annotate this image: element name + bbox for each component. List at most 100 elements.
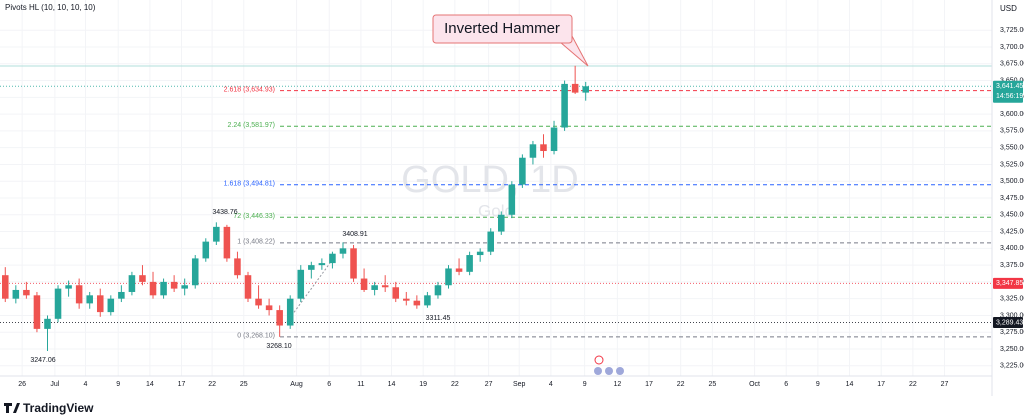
candle-body (466, 255, 473, 272)
candle-body (550, 127, 558, 152)
pivot-label: 3268.10 (266, 343, 291, 350)
y-tick-label: 3,225.00 (1000, 363, 1024, 370)
candle-body (244, 275, 252, 299)
candle-body (424, 295, 431, 306)
candle-body (44, 318, 51, 329)
candle-body (202, 241, 210, 259)
y-tick-label: 3,425.00 (1000, 228, 1024, 235)
candle-body (170, 281, 178, 289)
candle-body (487, 231, 494, 252)
y-tick-label: 3,675.00 (1000, 61, 1024, 68)
x-tick-label: 9 (116, 381, 120, 388)
price-badge (993, 317, 1023, 329)
countdown: 14:56:19 (996, 93, 1023, 100)
y-tick-label: 3,575.00 (1000, 128, 1024, 135)
fib-label: 1.618 (3,494.81) (224, 181, 275, 188)
x-tick-label: 6 (327, 381, 331, 388)
fib-label: 2.24 (3,581.97) (228, 122, 275, 129)
pivot-connector (286, 262, 331, 323)
candle-body (118, 291, 125, 299)
candle-body (234, 258, 241, 276)
x-tick-label: 14 (388, 381, 396, 388)
candle-body (360, 278, 368, 290)
candle-body (86, 295, 93, 304)
currency: USD (1000, 4, 1017, 13)
x-tick-label: 4 (549, 381, 553, 388)
candle-body (12, 289, 20, 299)
x-tick-label: 26 (18, 381, 26, 388)
x-tick-label: 22 (677, 381, 685, 388)
event-icon (594, 355, 604, 365)
candle-body (54, 288, 62, 319)
event-icon (616, 367, 624, 375)
x-tick-label: 22 (909, 381, 917, 388)
pivot-label: 3311.45 (426, 315, 451, 322)
annotation-text: Inverted Hammer (444, 20, 560, 37)
candle-body (529, 144, 537, 158)
event-icon (605, 367, 613, 375)
y-tick-label: 3,325.00 (1000, 296, 1024, 303)
y-tick-label: 3,275.00 (1000, 329, 1024, 336)
fib-label: 72 (3,446.33) (233, 213, 275, 220)
x-tick-label: Jul (50, 381, 59, 388)
pivot-label: 3438.76 (212, 209, 237, 216)
x-tick-label: 17 (178, 381, 186, 388)
candle-body (181, 285, 188, 289)
candle-body (128, 275, 136, 292)
x-tick-label: 6 (784, 381, 788, 388)
annotation: Inverted Hammer (432, 14, 589, 67)
price-badge-label: 3,289.43 (996, 319, 1023, 326)
candle-body (149, 281, 157, 296)
x-tick-label: 9 (583, 381, 587, 388)
y-tick-label: 3,550.00 (1000, 145, 1024, 152)
x-tick-label: 11 (357, 381, 364, 388)
x-tick-label: 22 (451, 381, 459, 388)
candle-body (403, 298, 410, 301)
candle-body (2, 275, 9, 299)
candle-body (213, 226, 220, 242)
x-tick-label: Aug (290, 381, 303, 388)
event-icon (594, 367, 602, 375)
candle-body (308, 265, 315, 270)
fib-label: 2.618 (3,634.93) (224, 87, 275, 94)
candle-body (139, 275, 146, 282)
annotation-box (432, 14, 573, 44)
y-tick-label: 3,600.00 (1000, 111, 1024, 118)
brand-logo (4, 403, 20, 413)
brand: TradingView (4, 401, 94, 415)
x-tick-label: 27 (485, 381, 493, 388)
candle-body (65, 285, 72, 289)
candle-body (571, 83, 579, 93)
x-tick-label: 9 (816, 381, 820, 388)
candle-body (318, 263, 326, 266)
candle-body (381, 285, 389, 288)
candle-body (191, 258, 199, 286)
candle-body (508, 184, 516, 215)
x-tick-label: 17 (645, 381, 653, 388)
candle-body (160, 281, 167, 296)
candle-body (286, 298, 294, 326)
candle-body (445, 268, 452, 286)
price-badge (993, 80, 1023, 103)
price-badge (993, 277, 1023, 289)
brand-name: TradingView (23, 401, 94, 415)
x-tick-label: 4 (84, 381, 88, 388)
grid (0, 0, 992, 376)
candle-body (519, 157, 526, 185)
candle-body (276, 310, 283, 326)
event-icons (594, 355, 624, 375)
candle-body (455, 268, 463, 272)
x-tick-label: 14 (146, 381, 154, 388)
candle-body (434, 285, 442, 296)
pivot-label: 3408.91 (342, 231, 367, 238)
y-tick-label: 3,525.00 (1000, 161, 1024, 168)
y-tick-label: 3,700.00 (1000, 44, 1024, 51)
candle-body (23, 289, 30, 296)
y-tick-label: 3,300.00 (1000, 312, 1024, 319)
candle-body (392, 287, 400, 299)
x-tick-label: 19 (419, 381, 427, 388)
x-tick-label: 22 (208, 381, 216, 388)
fib-label: 1 (3,408.22) (237, 239, 275, 246)
candle-body (107, 298, 115, 313)
